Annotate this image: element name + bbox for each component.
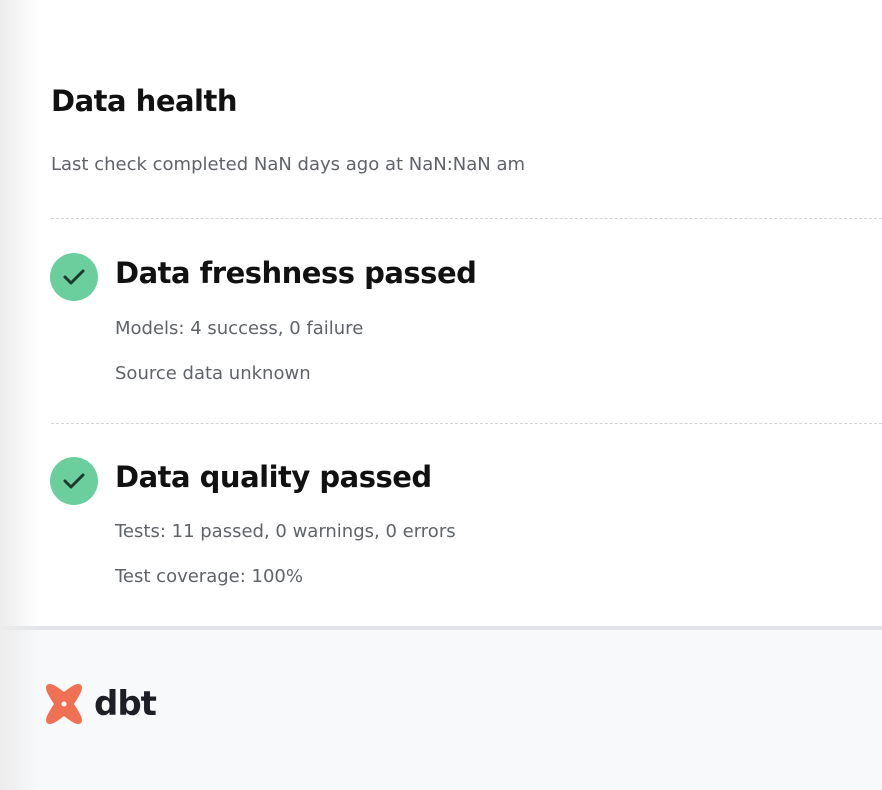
section-detail: Tests: 11 passed, 0 warnings, 0 errors	[115, 521, 456, 542]
divider	[51, 218, 882, 219]
section-title: Data quality passed	[115, 460, 432, 494]
page-title: Data health	[51, 84, 238, 118]
section-detail: Test coverage: 100%	[115, 566, 303, 587]
section-title: Data freshness passed	[115, 256, 477, 290]
data-health-panel: Data health Last check completed NaN day…	[50, 84, 882, 587]
footer: dbt	[0, 626, 882, 790]
divider	[51, 423, 882, 424]
logo-text: dbt	[94, 684, 157, 724]
check-circle-icon	[50, 253, 98, 301]
check-circle-icon	[50, 457, 98, 505]
dbt-logo-icon	[46, 684, 82, 724]
section-detail: Models: 4 success, 0 failure	[115, 318, 364, 339]
dbt-logo[interactable]: dbt	[42, 682, 157, 726]
section-detail: Source data unknown	[115, 363, 311, 384]
last-check-text: Last check completed NaN days ago at NaN…	[51, 154, 526, 175]
